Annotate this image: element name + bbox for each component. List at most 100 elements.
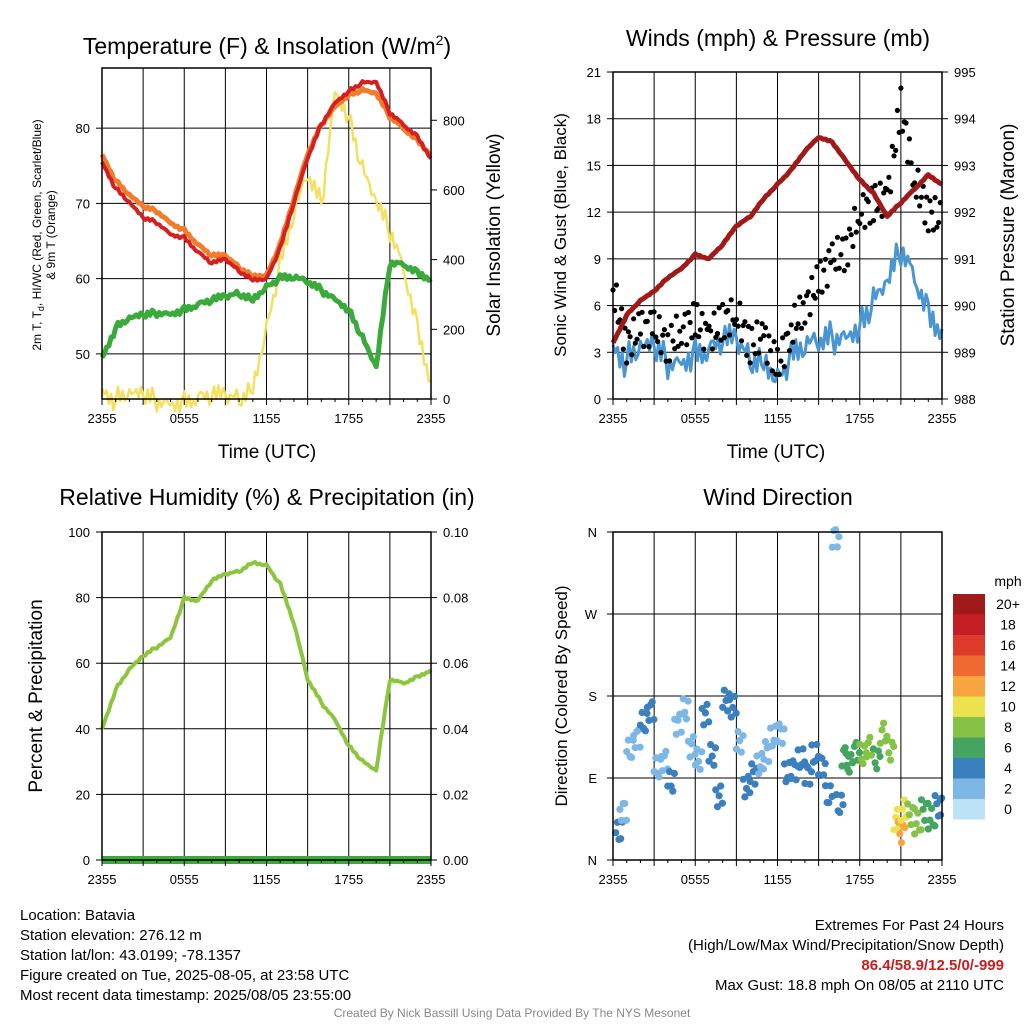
gust-point bbox=[848, 232, 854, 238]
gust-point bbox=[924, 194, 930, 200]
direction-point bbox=[905, 811, 914, 819]
direction-point bbox=[893, 805, 901, 813]
gust-point bbox=[821, 267, 827, 273]
direction-point bbox=[621, 799, 629, 808]
gust-point bbox=[708, 328, 714, 334]
direction-point bbox=[837, 791, 846, 799]
gust-point bbox=[841, 268, 847, 274]
gust-point bbox=[749, 325, 755, 331]
gust-point bbox=[651, 309, 657, 315]
direction-point bbox=[921, 816, 929, 825]
y-tick-label: 40 bbox=[76, 722, 90, 737]
gust-point bbox=[750, 342, 757, 348]
winds-ylabel-left: Sonic Wind & Gust (Blue, Black) bbox=[551, 113, 570, 357]
direction-point bbox=[821, 760, 829, 768]
direction-point bbox=[732, 709, 740, 717]
direction-point bbox=[701, 709, 710, 717]
station-info: Location: Batavia Station elevation: 276… bbox=[20, 906, 351, 1006]
direction-point bbox=[739, 732, 747, 740]
winds-xlabel: Time (UTC) bbox=[727, 442, 826, 463]
gust-point bbox=[936, 219, 942, 226]
direction-point bbox=[724, 707, 732, 715]
gust-point bbox=[886, 174, 892, 180]
gust-point bbox=[702, 320, 709, 326]
direction-point bbox=[682, 715, 691, 723]
temperature-ylabel-left-line2: & 9m T (Orange) bbox=[44, 190, 58, 280]
gust-point bbox=[913, 194, 919, 200]
direction-point bbox=[873, 765, 881, 773]
direction-point bbox=[818, 754, 826, 762]
direction-point bbox=[746, 789, 754, 797]
direction-point bbox=[911, 830, 919, 838]
direction-point bbox=[720, 686, 728, 694]
direction-point bbox=[650, 715, 658, 724]
colorbar-swatch bbox=[953, 696, 985, 717]
gust-point bbox=[893, 147, 899, 153]
direction-point bbox=[924, 799, 932, 808]
gust-point bbox=[728, 297, 734, 303]
direction-point bbox=[751, 780, 759, 788]
y-tick-label: 80 bbox=[76, 591, 90, 606]
station-latlon: Station lat/lon: 43.0199; -78.1357 bbox=[20, 947, 242, 964]
direction-point bbox=[897, 839, 906, 847]
direction-point bbox=[839, 801, 847, 809]
gust-point bbox=[930, 227, 937, 233]
gust-point bbox=[660, 332, 666, 338]
direction-point bbox=[867, 751, 876, 759]
gust-point bbox=[687, 319, 693, 326]
direction-point bbox=[677, 728, 685, 736]
colorbar-label: 0 bbox=[1004, 801, 1012, 817]
gust-point bbox=[735, 323, 741, 329]
gust-point bbox=[677, 328, 683, 334]
gust-point bbox=[831, 257, 837, 263]
gust-point bbox=[903, 120, 909, 126]
direction-point bbox=[662, 747, 670, 756]
gust-point bbox=[639, 309, 645, 315]
recent-timestamp: Most recent data timestamp: 2025/08/05 2… bbox=[20, 987, 352, 1004]
gust-point bbox=[870, 218, 877, 224]
y-tick-label-right: 993 bbox=[954, 158, 976, 173]
gust-point bbox=[807, 312, 813, 318]
gust-point bbox=[792, 302, 798, 308]
gust-point bbox=[925, 228, 931, 234]
colorbar-swatch bbox=[953, 655, 985, 676]
gust-point bbox=[850, 243, 856, 250]
direction-point bbox=[847, 751, 855, 759]
gust-point bbox=[780, 335, 786, 341]
temp-2m-line bbox=[100, 79, 433, 283]
y-tick-label: 60 bbox=[76, 656, 90, 671]
direction-point bbox=[836, 808, 844, 817]
direction-point bbox=[890, 742, 898, 751]
y-tick-label-right: 992 bbox=[954, 205, 976, 220]
x-tick-label: 2355 bbox=[417, 411, 446, 426]
direction-point bbox=[689, 733, 697, 741]
direction-point bbox=[871, 759, 879, 767]
x-tick-label: 2355 bbox=[599, 411, 628, 426]
gust-point bbox=[766, 333, 772, 339]
direction-point bbox=[792, 776, 800, 784]
gust-point bbox=[889, 143, 895, 149]
direction-point bbox=[917, 826, 925, 834]
gust-point bbox=[858, 211, 865, 217]
direction-point bbox=[622, 816, 631, 824]
gust-point bbox=[781, 364, 788, 370]
gust-point bbox=[613, 282, 620, 288]
winds-chart-title: Winds (mph) & Pressure (mb) bbox=[626, 25, 930, 51]
direction-point bbox=[807, 768, 816, 776]
direction-tick-label: N bbox=[588, 853, 597, 868]
y-tick-label-right: 800 bbox=[443, 113, 465, 128]
direction-point bbox=[912, 820, 920, 828]
gust-point bbox=[829, 241, 835, 247]
y-tick-label-right: 0.02 bbox=[443, 787, 468, 802]
direction-point bbox=[643, 709, 651, 718]
gust-point bbox=[838, 252, 844, 258]
colorbar-swatch bbox=[953, 778, 985, 799]
gust-point bbox=[629, 352, 635, 358]
direction-point bbox=[710, 761, 718, 769]
gust-point bbox=[881, 190, 887, 196]
gust-point bbox=[711, 310, 717, 316]
colorbar-label: 6 bbox=[1004, 740, 1012, 756]
y-tick-label-right: 989 bbox=[954, 345, 976, 360]
gust-point bbox=[706, 323, 712, 329]
